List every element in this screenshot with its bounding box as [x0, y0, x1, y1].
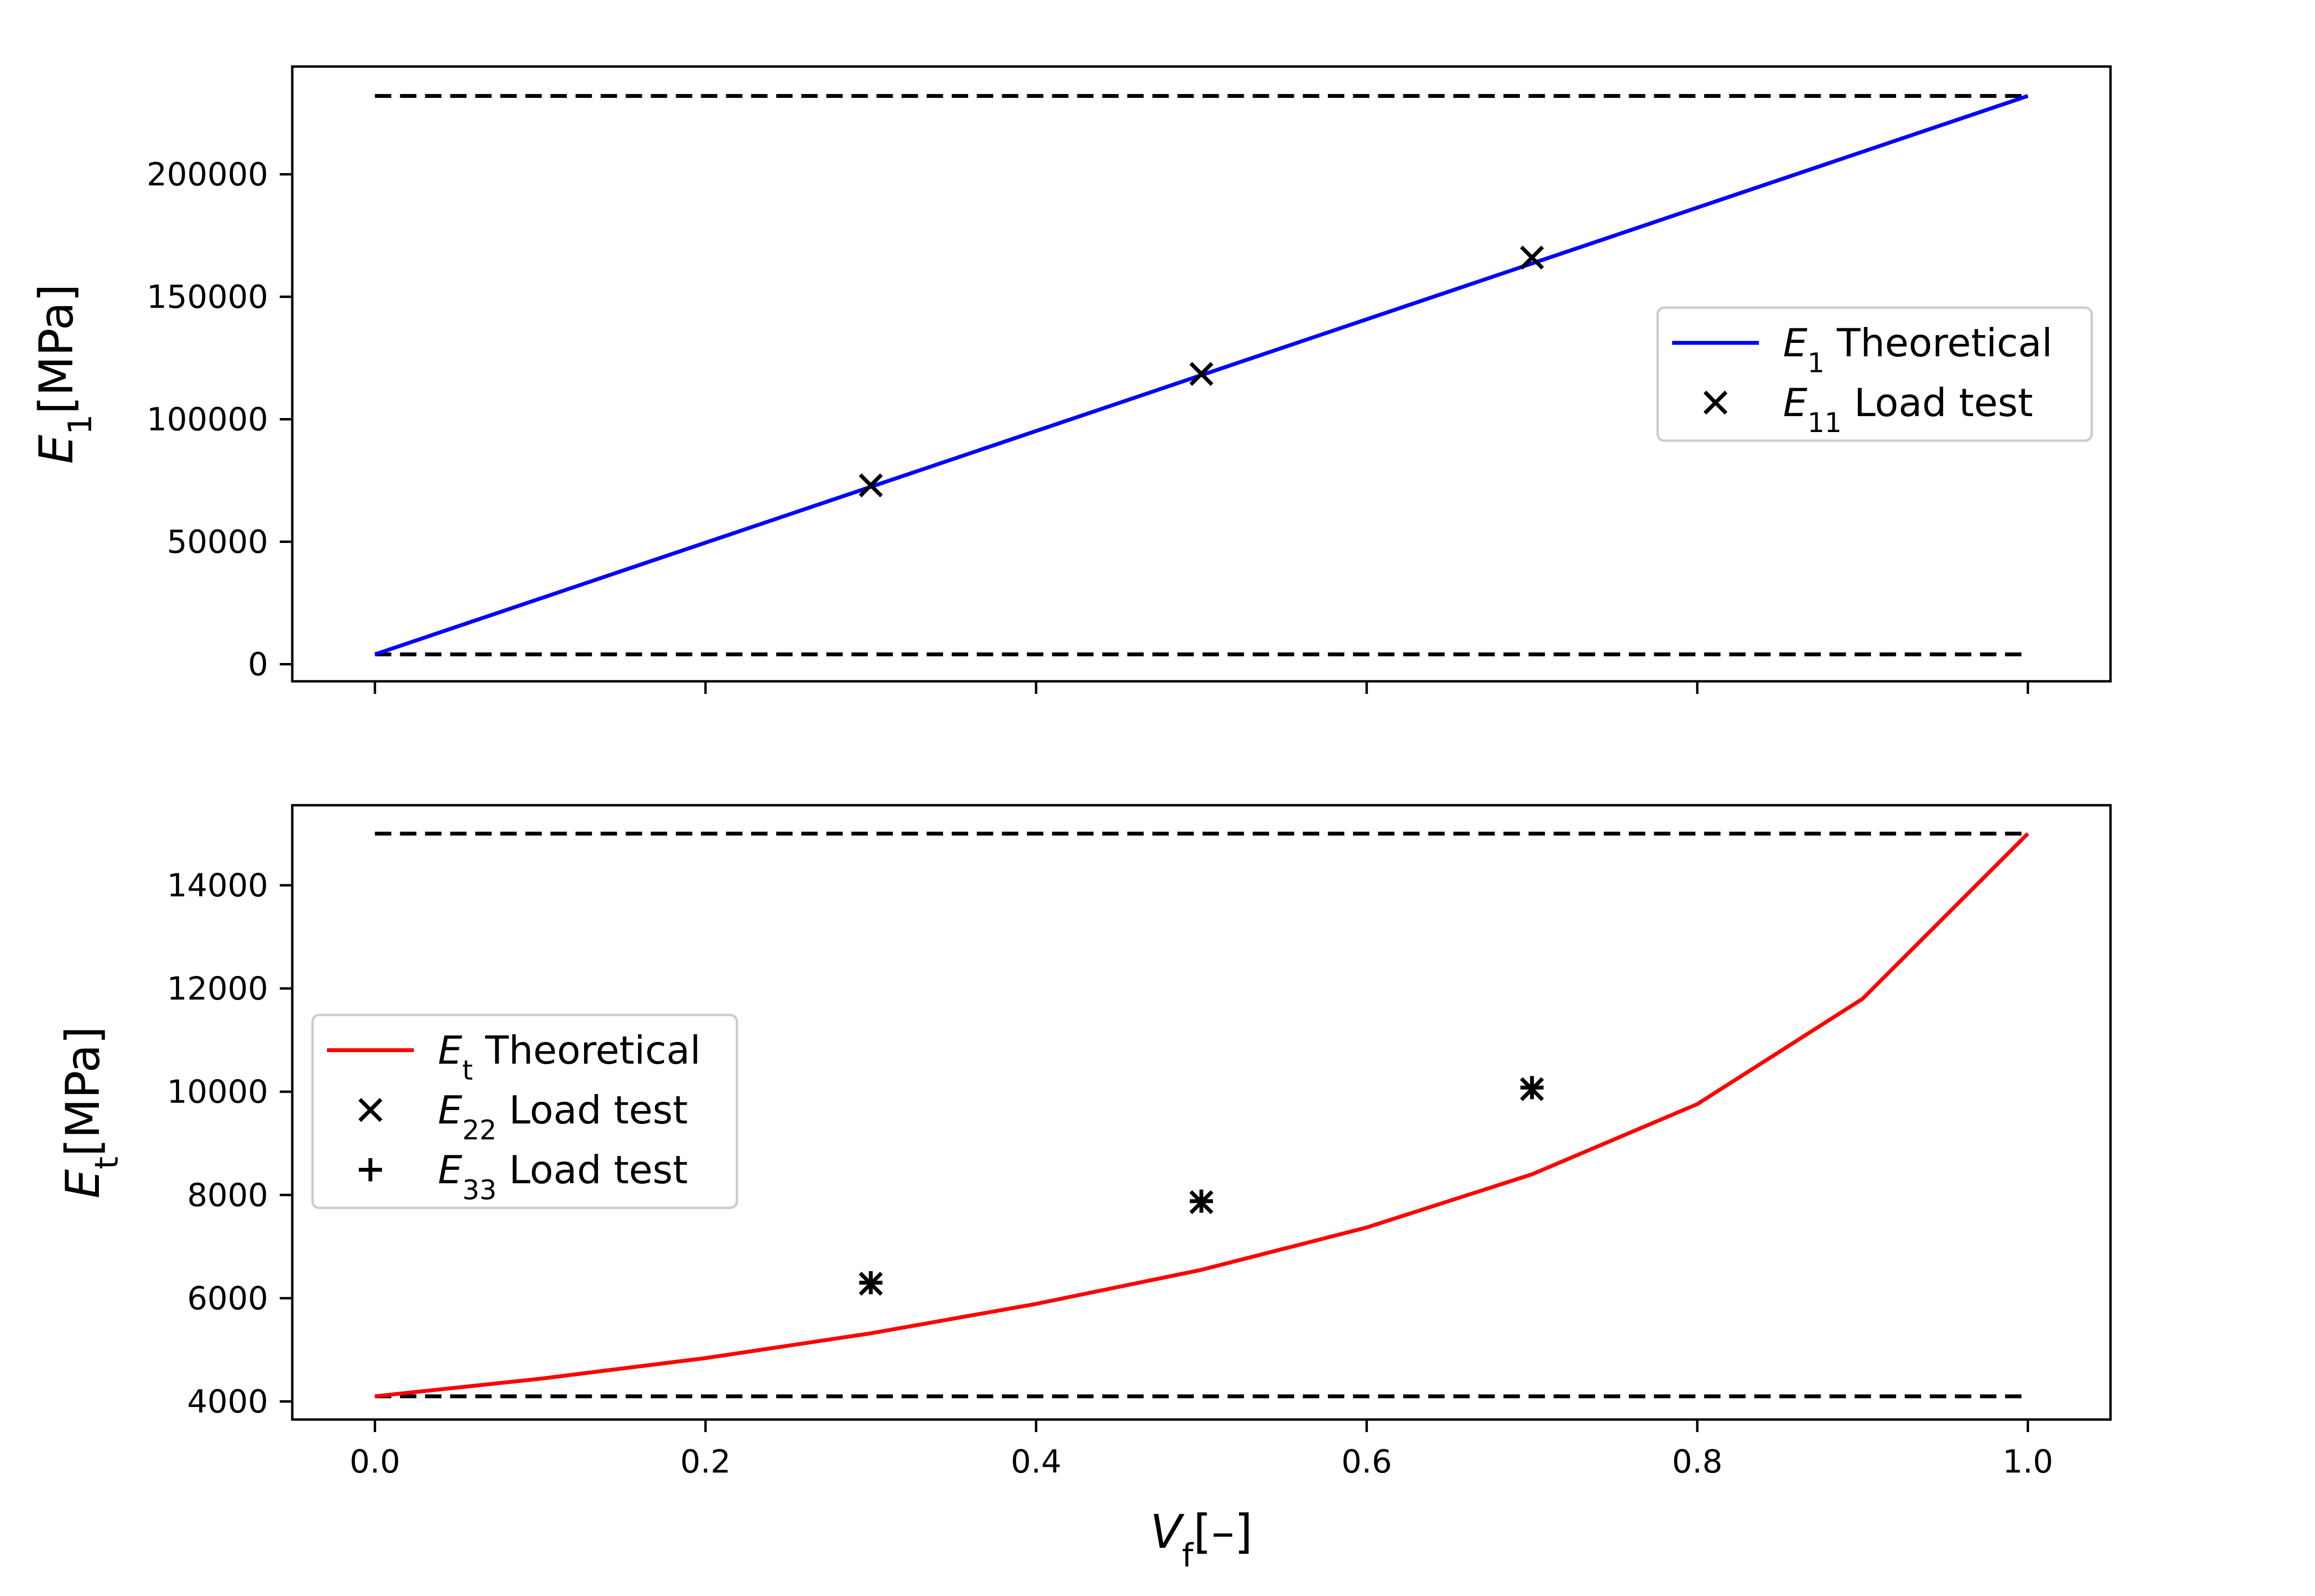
y-axis-label-symbol: E — [56, 1169, 110, 1199]
x-axis-label-symbol: V — [1150, 1505, 1185, 1559]
legend-entry-name: Theoretical — [485, 1028, 701, 1073]
legend-entry-0: Et Theoretical — [438, 1028, 701, 1086]
legend-entry-subscript: 1 — [1808, 348, 1825, 379]
x-tick-label-3: 0.6 — [1341, 1443, 1392, 1480]
legend-entry-name: Load test — [509, 1148, 688, 1192]
data-point-1-2 — [1520, 245, 1544, 270]
y-axis-label-subscript: 1 — [61, 414, 99, 435]
legend-entry-0: E1 Theoretical — [1783, 321, 2053, 379]
data-point-1-0 — [858, 473, 883, 498]
y-tick-label-4: 200000 — [147, 156, 268, 193]
legend-entry-2: E33 Load test — [438, 1148, 688, 1206]
y-axis-label-unit: [MPa] — [29, 284, 83, 414]
data-point-2-1 — [1190, 1190, 1213, 1213]
legend-entry-symbol: E — [1783, 321, 1808, 365]
y-axis-label-symbol: E — [29, 434, 83, 464]
legend-entry-1: E11 Load test — [1783, 380, 2033, 439]
legend-entry-space — [497, 1088, 509, 1133]
series-line-0 — [374, 832, 2029, 1398]
y-tick-label-1: 6000 — [187, 1280, 268, 1317]
data-point-2-0 — [859, 1271, 883, 1295]
y-tick-label-0: 4000 — [187, 1383, 268, 1420]
legend-entry-name: Load test — [509, 1088, 688, 1133]
legend-entry-subscript: t — [463, 1055, 473, 1086]
legend-entry-symbol: E — [438, 1028, 463, 1073]
legend-handle-1 — [358, 1098, 382, 1122]
y-tick-label-2: 8000 — [187, 1177, 268, 1214]
legend-box — [311, 1014, 738, 1209]
x-tick-label-1: 0.2 — [680, 1443, 731, 1480]
legend-handle-2 — [359, 1158, 382, 1181]
x-tick-label-0: 0.0 — [350, 1443, 400, 1480]
y-axis-label: Et[MPa] — [56, 1026, 125, 1198]
legend-entry-space — [1842, 380, 1854, 425]
y-tick-label-5: 14000 — [167, 867, 268, 904]
legend-box — [1656, 306, 2093, 442]
y-axis-label-subscript: t — [88, 1157, 125, 1169]
legend-entry-name: Load test — [1854, 380, 2033, 425]
y-tick-label-0: 0 — [248, 646, 268, 683]
legend-entry-1: E22 Load test — [438, 1088, 688, 1146]
x-axis-label-subscript: f — [1182, 1537, 1194, 1574]
x-tick-label-5: 1.0 — [2002, 1443, 2053, 1480]
x-tick-label-2: 0.4 — [1011, 1443, 1062, 1480]
y-tick-label-1: 50000 — [167, 523, 268, 560]
data-point-2-2 — [1520, 1076, 1544, 1099]
y-axis-label-unit: [MPa] — [56, 1026, 110, 1156]
axes-frame — [291, 804, 2112, 1421]
panel-bottom-chart: 0.0 0.2 0.4 0.6 0.8 1.0 4000 6000 8000 10000 12000… — [56, 804, 2112, 1574]
x-axis-label: Vf[–] — [1150, 1505, 1253, 1574]
x-tick-label-4: 0.8 — [1672, 1443, 1723, 1480]
y-tick-label-3: 10000 — [167, 1073, 268, 1110]
legend-entry-space — [1825, 321, 1837, 365]
y-tick-label-3: 150000 — [147, 278, 268, 315]
axes-frame — [291, 65, 2112, 683]
legend-entry-symbol: E — [1783, 380, 1808, 425]
y-tick-label-4: 12000 — [167, 970, 268, 1007]
data-point-1-1 — [1189, 362, 1213, 386]
legend-entry-name: Theoretical — [1837, 321, 2053, 365]
legend-entry-subscript: 11 — [1808, 407, 1842, 439]
legend-entry-symbol: E — [438, 1088, 463, 1133]
legend-entry-subscript: 22 — [463, 1115, 497, 1146]
legend-handle-1 — [1703, 391, 1728, 415]
y-tick-label-2: 100000 — [147, 401, 268, 438]
legend-entry-symbol: E — [438, 1148, 463, 1192]
legend-entry-space — [473, 1028, 485, 1073]
x-axis-label-unit: [–] — [1193, 1505, 1253, 1559]
y-axis-label: E1[MPa] — [29, 284, 99, 464]
legend-entry-subscript: 33 — [463, 1175, 497, 1206]
legend-entry-space — [497, 1148, 509, 1192]
